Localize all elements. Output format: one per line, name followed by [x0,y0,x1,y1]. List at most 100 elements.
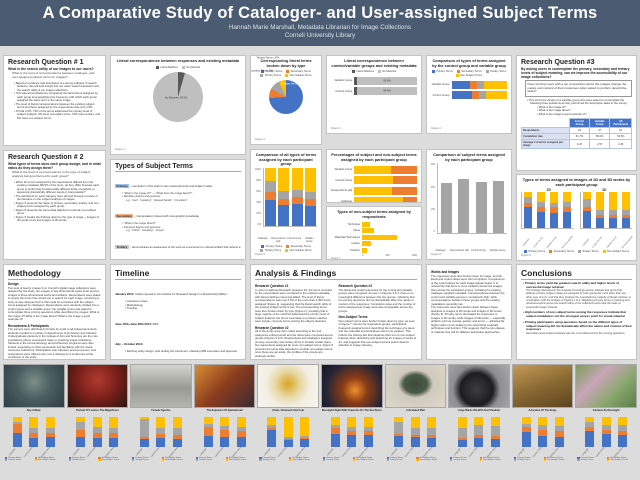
column-segment [524,207,533,229]
column-segment [621,214,630,219]
column-segment [550,202,559,208]
bar-track: 95.4% [354,87,417,96]
column-segment [441,183,453,234]
legend-swatch [132,457,135,460]
column-segment [427,417,437,428]
axis-tick-label: 600 [431,163,435,167]
timeline-bullet: Refining study design; pilot testing the… [125,349,241,354]
column-segment [265,191,277,200]
legend-item: Tertiary Terms [485,70,506,74]
column-chart [521,192,632,238]
column-segment [363,431,373,435]
column-segment [156,427,166,434]
mini-stacked-column [45,417,55,447]
rq1-subquestion: What is the level of correspondence betw… [12,71,95,79]
chart-title: Literal correspondence between control/v… [331,58,417,68]
axis-tick-label: 20% [256,211,262,215]
legend-item: Secondary Terms [479,457,508,460]
bar-row: Materials/Techniques [331,234,417,240]
column-segment [524,192,533,198]
legend-label: Primary Terms [453,457,467,460]
term-examples: e.g. “Christ”, “kneeling”, “prayer” [126,228,165,232]
column-segment [203,426,213,436]
column-segment [330,417,340,425]
x-label-group: Cataloger Control Group Variable Group All … [581,236,635,249]
mini-chart-x-labels: Cataloger Control Group Variable Group [67,446,129,458]
column-segment [608,214,617,219]
figure-caption: Figure 2 [255,138,265,141]
legend-label: Non-Subject Terms [546,459,565,462]
column-segment [156,433,166,438]
analysis-heading: Analysis & Findings [255,268,417,280]
rq3-question: By asking users to contemplate the prima… [521,67,630,80]
legend-label: Tertiary Terms [71,459,85,462]
bar-segment: 95.4% [357,87,417,96]
legend-item: Primary Terms [68,457,97,460]
column-segment [458,178,470,234]
mini-stacked-column [203,417,213,447]
mini-stacked-column [427,417,437,447]
column-segment [283,436,293,439]
mini-stacked-column [521,417,531,447]
bar-row-label: Variable Group [431,83,450,87]
column-segment [203,417,213,424]
column-segment [595,192,604,210]
legend-item: Tertiary Terms [5,459,33,462]
bar-segment [451,91,473,100]
bar-value-label: 95.6% [383,79,391,83]
column-segment [236,437,246,447]
bar-value-label: 95.4% [383,89,391,93]
bar-row-label: Creation [349,248,360,252]
conclusion-point: Primary terms yield the greatest search … [521,281,632,309]
legend-label: Non-Subject Terms [37,459,56,462]
mini-stacked-column [236,417,246,447]
artwork-thumbnail [130,364,192,408]
column-segment [156,438,166,447]
figure-caption: Figure 7 [331,257,341,260]
pie-slice-label: Primary Terms, 74% [281,82,305,86]
legend-label: Tertiary Terms [262,459,276,462]
legend-swatch [543,457,546,460]
column-segment [109,417,119,428]
category-label-text: Variable Group [606,236,618,249]
column-segment [595,209,604,215]
bullet-item: When the terms assigned by the responden… [14,180,101,195]
column-segment [109,437,119,447]
chart-title: Corresponding literal terms broken down … [260,58,312,68]
stacked-column [550,192,559,229]
column-group [437,163,507,235]
column-segment [363,417,373,427]
legend-item: Non-Subject Terms [602,250,629,253]
legend-swatch [351,70,355,74]
bar-track [354,165,417,174]
bar-row-label: Control Group [335,178,353,182]
poster-institution: Cornell University Library [284,31,356,39]
mini-chart-legend: Primary Terms Secondary Terms Tertiary Ter… [67,457,129,462]
column-segment [76,436,86,447]
column-segment [139,417,149,420]
legend-item: Non-Subject Terms [98,459,126,462]
legend-swatch [450,459,453,462]
legend-item: Tertiary Terms [513,459,542,462]
column-segment [582,192,591,200]
stacked-column [304,167,316,226]
mini-stacked-column [363,417,373,447]
legend-item: Non-Subject Terms [285,249,312,252]
legend-label: Secondary Terms [290,245,311,248]
subject-term-type: Secondary – interpretation infused with … [115,204,241,232]
legend-item: Non-Subject Terms [161,459,190,462]
column-segment [236,431,246,438]
plot-area [521,192,632,238]
bar-segment [403,197,417,202]
column-segment [109,427,119,434]
legend-item: Tertiary Terms [259,459,287,462]
legend-label: Secondary Terms [461,70,482,74]
category-label: Control Group [286,237,302,241]
mini-stacked-column [410,417,420,447]
legend-swatch [322,457,326,460]
legend-item: Tertiary Terms [260,249,281,252]
bar-row: Technique [331,221,417,227]
figure7-panel: Types of non-subject terms assigned by r… [326,206,422,260]
column-segment [265,167,277,181]
legend-label: Primary Terms [71,457,86,460]
